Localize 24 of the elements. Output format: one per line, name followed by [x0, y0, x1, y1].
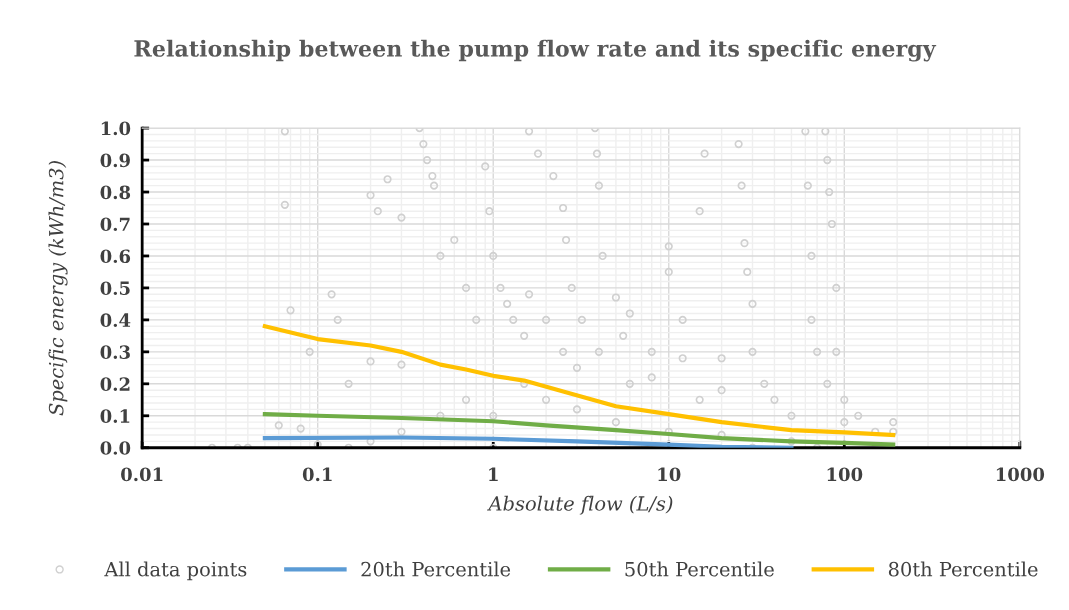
- x-tick-label: 0.01: [121, 467, 163, 482]
- y-tick-label: 0.0: [100, 441, 131, 455]
- chart-title: Relationship between the pump flow rate and its specific energy: [134, 39, 937, 62]
- y-tick-label: 0.1: [100, 409, 130, 423]
- x-tick-label: 100: [827, 467, 863, 482]
- x-axis-title: Absolute flow (L/s): [487, 495, 673, 515]
- legend-label: 20th Percentile: [361, 561, 511, 577]
- x-tick-label: 10: [658, 467, 681, 482]
- x-tick-label: 0.1: [302, 467, 332, 482]
- y-tick-label: 0.3: [100, 345, 130, 359]
- x-tick-label: 1: [489, 467, 498, 481]
- y-tick-label: 0.4: [100, 313, 131, 327]
- y-tick-label: 0.5: [100, 281, 130, 296]
- x-tick-label: 1000: [996, 467, 1045, 482]
- y-tick-label: 0.8: [100, 185, 131, 200]
- y-tick-label: 0.2: [100, 377, 130, 391]
- y-tick-label: 0.6: [100, 249, 131, 264]
- y-tick-label: 1.0: [101, 121, 131, 136]
- y-axis-title: Specific energy (kWh/m3): [48, 161, 68, 416]
- y-tick-label: 0.9: [100, 153, 130, 168]
- legend-label: All data points: [104, 561, 247, 581]
- legend-label: 80th Percentile: [888, 561, 1038, 577]
- y-tick-label: 0.7: [100, 217, 130, 232]
- legend-label: 50th Percentile: [625, 561, 774, 577]
